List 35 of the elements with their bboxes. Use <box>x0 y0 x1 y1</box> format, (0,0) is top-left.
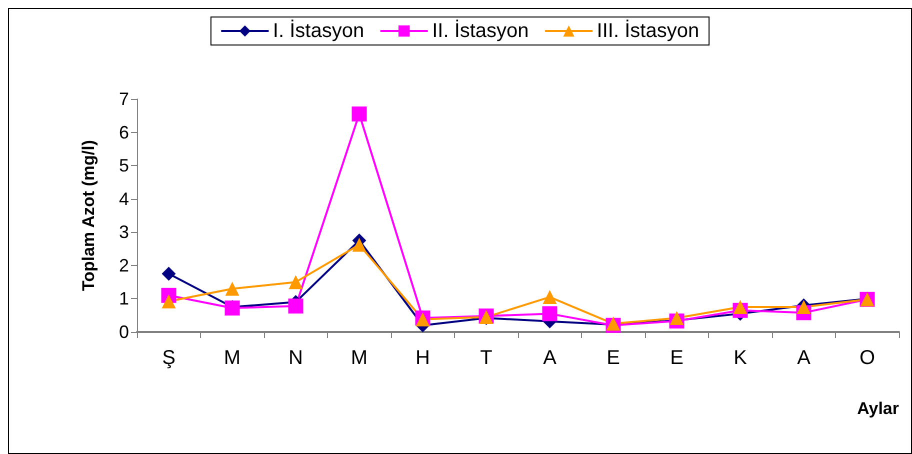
point <box>352 238 366 252</box>
point <box>733 300 748 314</box>
x-tick-label: T <box>480 347 492 369</box>
x-tick-label: N <box>288 347 303 369</box>
x-tick-label: O <box>859 347 876 369</box>
y-tick-label: 0 <box>118 322 129 342</box>
x-tick-label: H <box>416 347 430 369</box>
legend-label: II. İstasyon <box>432 19 529 42</box>
y-tick-label: 2 <box>118 255 129 276</box>
x-tick-label: Ş <box>162 347 176 369</box>
y-tick-label: 6 <box>118 122 129 142</box>
x-tick-label: M <box>350 347 368 369</box>
y-tick-label: 1 <box>118 288 129 309</box>
y-tick-label: 5 <box>118 156 129 176</box>
y-tick-label: 4 <box>118 188 129 209</box>
x-tick-label: K <box>734 347 748 369</box>
legend-label: III. İstasyon <box>596 19 700 42</box>
point <box>162 294 176 308</box>
x-tick-label: A <box>543 347 558 369</box>
point <box>542 306 558 322</box>
point <box>352 106 367 122</box>
x-tick-label: M <box>224 347 241 369</box>
point <box>542 290 557 304</box>
x-tick-label: E <box>670 347 684 369</box>
y-tick-label: 7 <box>118 89 129 109</box>
point <box>288 275 303 290</box>
point <box>288 298 304 314</box>
x-tick-label: E <box>606 347 620 369</box>
y-axis-title: Toplam Azot (mg/l) <box>79 140 98 292</box>
point <box>162 266 176 281</box>
point <box>225 282 240 296</box>
y-tick-label: 3 <box>118 222 129 242</box>
legend-label: I. İstasyon <box>272 19 364 42</box>
x-axis-title: Aylar <box>857 399 900 418</box>
x-tick-label: A <box>797 347 812 369</box>
